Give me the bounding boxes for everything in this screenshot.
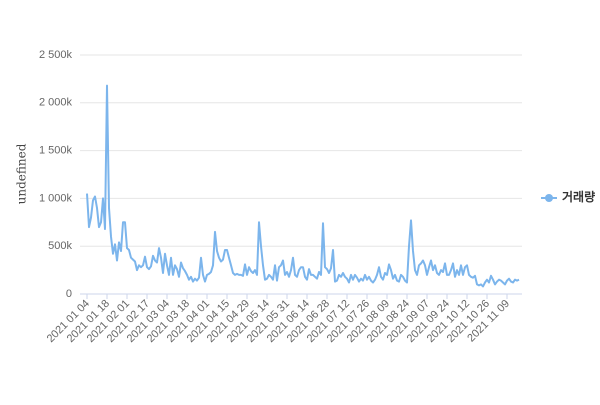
y-tick-label: 2 500k [39,49,73,61]
y-tick-label: 1 500k [39,145,73,157]
legend-marker [545,194,553,202]
y-axis-label: undefined [15,143,29,204]
y-tick-label: 1 000k [39,192,73,204]
legend-label[interactable]: 거래량 [562,189,595,204]
y-tick-label: 500k [48,240,72,252]
y-tick-label: 0 [66,288,72,300]
y-tick-label: 2 000k [39,97,73,109]
line-series [86,84,520,288]
